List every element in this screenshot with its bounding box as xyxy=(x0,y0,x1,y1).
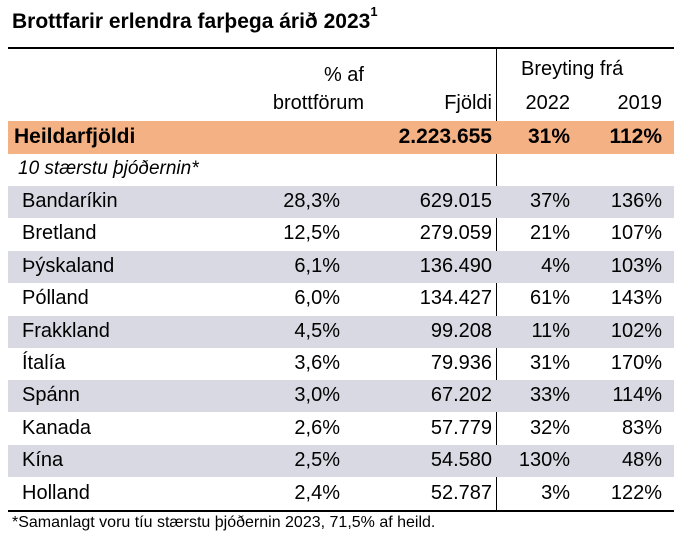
country-cell: Kanada xyxy=(22,416,91,439)
pct-cell: 2,5% xyxy=(294,449,340,472)
change-2019-cell: 102% xyxy=(610,319,662,342)
pct-cell: 2,6% xyxy=(294,416,340,439)
total-label: Heildarfjöldi xyxy=(14,125,136,148)
change-2022-cell: 32% xyxy=(529,416,570,439)
change-2019-cell: 107% xyxy=(610,222,662,245)
table-row: Frakkland 4,5% 99.208 11% 102% xyxy=(8,315,674,348)
total-row: Heildarfjöldi 2.223.655 31% 112% xyxy=(8,121,674,154)
pct-cell: 3,6% xyxy=(294,352,340,374)
country-cell: Holland xyxy=(22,481,90,504)
change-2022-cell: 61% xyxy=(529,287,570,310)
pct-cell: 4,5% xyxy=(294,319,340,342)
table-row: Pólland 6,0% 134.427 61% 143% xyxy=(8,283,674,315)
change-2022-cell: 130% xyxy=(518,449,570,472)
pct-cell: 3,0% xyxy=(294,384,340,407)
table-title-text: Brottfarir erlendra farþega árið 2023 xyxy=(12,10,371,33)
table-row: Ítalía 3,6% 79.936 31% 170% xyxy=(8,348,674,380)
total-change-2019: 112% xyxy=(609,125,662,148)
table-row: Holland 2,4% 52.787 3% 122% xyxy=(8,478,674,510)
change-2022-cell: 37% xyxy=(529,190,570,212)
change-2019-cell: 103% xyxy=(610,254,662,277)
title-footnote-marker: 1 xyxy=(370,4,378,19)
top-rule xyxy=(8,47,674,49)
header-change-group: Breyting frá xyxy=(521,58,624,80)
count-cell: 136.490 xyxy=(419,254,492,277)
bottom-rule xyxy=(8,510,674,512)
count-cell: 54.580 xyxy=(430,449,492,472)
change-2022-cell: 11% xyxy=(531,319,570,342)
change-2022-cell: 3% xyxy=(541,481,570,504)
table-row: Þýskaland 6,1% 136.490 4% 103% xyxy=(8,250,674,283)
count-cell: 79.936 xyxy=(430,352,492,374)
header-column-divider xyxy=(496,49,497,154)
pct-cell: 2,4% xyxy=(294,481,340,504)
header-2019: 2019 xyxy=(617,92,663,114)
change-2019-cell: 170% xyxy=(610,352,662,374)
change-2019-cell: 136% xyxy=(610,190,662,212)
pct-cell: 12,5% xyxy=(283,222,340,245)
table-row: Bandaríkin 28,3% 629.015 37% 136% xyxy=(8,186,674,218)
header-pct-line1: % af xyxy=(323,64,364,86)
change-2019-cell: 83% xyxy=(621,416,662,439)
country-cell: Spánn xyxy=(22,384,80,407)
change-2019-cell: 122% xyxy=(610,481,662,504)
change-2022-cell: 4% xyxy=(541,254,570,277)
change-2019-cell: 114% xyxy=(612,384,662,407)
country-cell: Pólland xyxy=(22,287,89,310)
change-2022-cell: 31% xyxy=(529,352,570,374)
country-cell: Frakkland xyxy=(22,319,110,342)
country-cell: Bandaríkin xyxy=(22,190,118,212)
subheading: 10 stærstu þjóðernin* xyxy=(18,158,199,179)
table-title: Brottfarir erlendra farþega árið 20231 xyxy=(12,4,378,34)
count-cell: 57.779 xyxy=(430,416,492,439)
country-cell: Kína xyxy=(22,449,64,472)
table-row: Kína 2,5% 54.580 130% 48% xyxy=(8,445,674,478)
change-2019-cell: 143% xyxy=(610,287,662,310)
header-count: Fjöldi xyxy=(444,92,492,114)
count-cell: 629.015 xyxy=(419,190,492,212)
total-change-2022: 31% xyxy=(527,125,570,148)
change-2019-cell: 48% xyxy=(621,449,662,472)
count-cell: 134.427 xyxy=(419,287,492,310)
total-count: 2.223.655 xyxy=(398,125,492,148)
footnote: *Samanlagt voru tíu stærstu þjóðernin 20… xyxy=(12,514,436,531)
country-cell: Ítalía xyxy=(22,352,66,374)
count-cell: 99.208 xyxy=(430,319,492,342)
pct-cell: 28,3% xyxy=(283,190,340,212)
count-cell: 279.059 xyxy=(419,222,492,245)
count-cell: 52.787 xyxy=(430,481,492,504)
country-cell: Bretland xyxy=(22,222,97,245)
table-row: Bretland 12,5% 279.059 21% 107% xyxy=(8,218,674,250)
count-cell: 67.202 xyxy=(430,384,492,407)
country-cell: Þýskaland xyxy=(22,254,115,277)
header-2022: 2022 xyxy=(525,92,571,114)
change-2022-cell: 21% xyxy=(529,222,570,245)
table-row: Spánn 3,0% 67.202 33% 114% xyxy=(8,380,674,413)
change-2022-cell: 33% xyxy=(529,384,570,407)
pct-cell: 6,1% xyxy=(294,254,340,277)
pct-cell: 6,0% xyxy=(294,287,340,310)
table-row: Kanada 2,6% 57.779 32% 83% xyxy=(8,413,674,445)
header-pct-line2: brottförum xyxy=(272,92,364,114)
